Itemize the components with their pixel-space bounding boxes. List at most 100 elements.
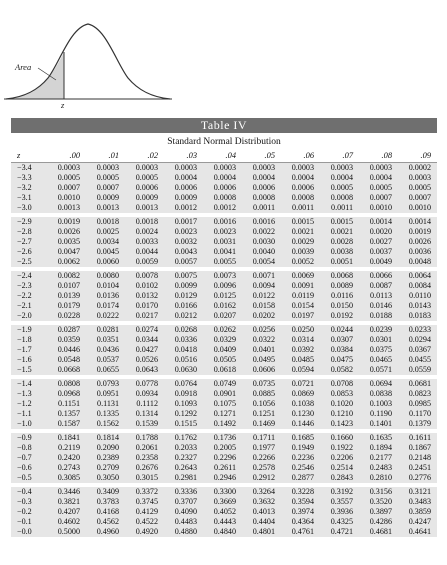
table-row: −0.1 0.4602 0.4562 0.4522 0.4483 0.4443 0.4404… — [11, 516, 437, 527]
table-body: −3.4 0.0003 0.0003 0.0003 0.0003 0.0003 0.0003… — [11, 162, 437, 537]
probability-cell: 0.0003 — [86, 162, 125, 173]
probability-cell: 0.3897 — [359, 507, 398, 517]
column-header: .06 — [281, 148, 320, 163]
probability-cell: 0.0104 — [86, 280, 125, 291]
probability-cell: 0.0122 — [242, 290, 281, 301]
probability-cell: 0.0749 — [203, 379, 242, 390]
table-row: −2.8 0.0026 0.0025 0.0024 0.0023 0.0023 0.0022… — [11, 226, 437, 237]
probability-cell: 0.0222 — [86, 310, 125, 321]
probability-cell: 0.0244 — [320, 325, 359, 335]
probability-cell: 0.0212 — [164, 310, 203, 321]
probability-cell: 0.0032 — [164, 236, 203, 247]
table-row: −3.3 0.0005 0.0005 0.0005 0.0004 0.0004 0.0004… — [11, 172, 437, 183]
probability-cell: 0.0003 — [398, 172, 437, 183]
probability-cell: 0.0084 — [398, 280, 437, 291]
probability-cell: 0.2090 — [86, 443, 125, 453]
probability-cell: 0.1056 — [242, 398, 281, 409]
table-row: −0.8 0.2119 0.2090 0.2061 0.2033 0.2005 0.1977… — [11, 443, 437, 453]
z-value-cell: −1.2 — [11, 398, 47, 409]
probability-cell: 0.1949 — [281, 443, 320, 453]
probability-cell: 0.0301 — [359, 335, 398, 345]
z-value-cell: −3.4 — [11, 162, 47, 173]
probability-cell: 0.0012 — [203, 202, 242, 213]
table-row: −3.1 0.0010 0.0009 0.0009 0.0009 0.0008 0.0008… — [11, 192, 437, 203]
probability-cell: 0.2877 — [281, 472, 320, 483]
column-header: .03 — [164, 148, 203, 163]
probability-cell: 0.0606 — [242, 364, 281, 375]
z-value-cell: −2.0 — [11, 310, 47, 321]
probability-cell: 0.1814 — [86, 433, 125, 444]
probability-cell: 0.0217 — [125, 310, 164, 321]
probability-cell: 0.3336 — [164, 487, 203, 498]
probability-cell: 0.0934 — [125, 389, 164, 399]
probability-cell: 0.0548 — [47, 354, 86, 365]
table-row: −0.5 0.3085 0.3050 0.3015 0.2981 0.2946 0.2912… — [11, 472, 437, 483]
probability-cell: 0.0066 — [359, 271, 398, 281]
probability-cell: 0.0643 — [125, 364, 164, 375]
probability-cell: 0.0039 — [281, 246, 320, 257]
probability-cell: 0.1020 — [320, 398, 359, 409]
probability-cell: 0.0146 — [359, 300, 398, 311]
probability-cell: 0.1292 — [164, 408, 203, 419]
probability-cell: 0.1038 — [281, 398, 320, 409]
probability-cell: 0.0023 — [164, 226, 203, 237]
area-leader — [37, 67, 57, 81]
column-header: .01 — [86, 148, 125, 163]
probability-cell: 0.0004 — [281, 172, 320, 183]
probability-cell: 0.0020 — [359, 226, 398, 237]
probability-cell: 0.1423 — [320, 418, 359, 429]
probability-cell: 0.0099 — [164, 280, 203, 291]
probability-cell: 0.0010 — [359, 202, 398, 213]
probability-cell: 0.0102 — [125, 280, 164, 291]
probability-cell: 0.4840 — [203, 526, 242, 537]
probability-cell: 0.0113 — [359, 290, 398, 301]
probability-cell: 0.1762 — [164, 433, 203, 444]
probability-cell: 0.1922 — [320, 443, 359, 453]
probability-cell: 0.4286 — [359, 516, 398, 527]
table-row: −2.9 0.0019 0.0018 0.0018 0.0017 0.0016 0.0016… — [11, 217, 437, 227]
probability-cell: 0.0028 — [320, 236, 359, 247]
probability-cell: 0.0838 — [359, 389, 398, 399]
probability-cell: 0.0052 — [281, 256, 320, 267]
z-table: z .00.01.02.03.04.05.06.07.08.09 −3.4 0.00… — [11, 148, 437, 537]
probability-cell: 0.2266 — [242, 452, 281, 463]
probability-cell: 0.0003 — [47, 162, 86, 173]
probability-cell: 0.4325 — [320, 516, 359, 527]
probability-cell: 0.4522 — [125, 516, 164, 527]
probability-cell: 0.4483 — [164, 516, 203, 527]
probability-cell: 0.0594 — [281, 364, 320, 375]
table-title: Table IV — [200, 118, 248, 132]
probability-cell: 0.0026 — [47, 226, 86, 237]
probability-cell: 0.2005 — [203, 443, 242, 453]
standard-normal-table: z .00.01.02.03.04.05.06.07.08.09 −3.4 0.00… — [11, 148, 437, 537]
probability-cell: 0.0233 — [398, 325, 437, 335]
probability-cell: 0.0030 — [242, 236, 281, 247]
table-row: −0.6 0.2743 0.2709 0.2676 0.2643 0.2611 0.2578… — [11, 462, 437, 473]
probability-cell: 0.1711 — [242, 433, 281, 444]
probability-cell: 0.4761 — [281, 526, 320, 537]
probability-cell: 0.0005 — [86, 172, 125, 183]
probability-cell: 0.0336 — [164, 335, 203, 345]
z-value-cell: −0.8 — [11, 443, 47, 453]
probability-cell: 0.0559 — [398, 364, 437, 375]
table-row: −1.7 0.0446 0.0436 0.0427 0.0418 0.0409 0.0401… — [11, 344, 437, 355]
z-value-cell: −0.4 — [11, 487, 47, 498]
probability-cell: 0.0154 — [281, 300, 320, 311]
probability-cell: 0.0268 — [164, 325, 203, 335]
table-row: −1.4 0.0808 0.0793 0.0778 0.0764 0.0749 0.0735… — [11, 379, 437, 390]
probability-cell: 0.0197 — [281, 310, 320, 321]
z-value-cell: −0.9 — [11, 433, 47, 444]
z-value-cell: −1.1 — [11, 408, 47, 419]
probability-cell: 0.0069 — [281, 271, 320, 281]
table-row: −2.1 0.0179 0.0174 0.0170 0.0166 0.0162 0.0158… — [11, 300, 437, 311]
probability-cell: 0.0075 — [164, 271, 203, 281]
table-row: −1.8 0.0359 0.0351 0.0344 0.0336 0.0329 0.0322… — [11, 335, 437, 345]
probability-cell: 0.0004 — [203, 172, 242, 183]
probability-cell: 0.0004 — [242, 172, 281, 183]
probability-cell: 0.0003 — [164, 162, 203, 173]
probability-cell: 0.0008 — [203, 192, 242, 203]
area-label: Area — [14, 62, 31, 72]
probability-cell: 0.0951 — [86, 389, 125, 399]
z-value-cell: −3.0 — [11, 202, 47, 213]
probability-cell: 0.0351 — [86, 335, 125, 345]
